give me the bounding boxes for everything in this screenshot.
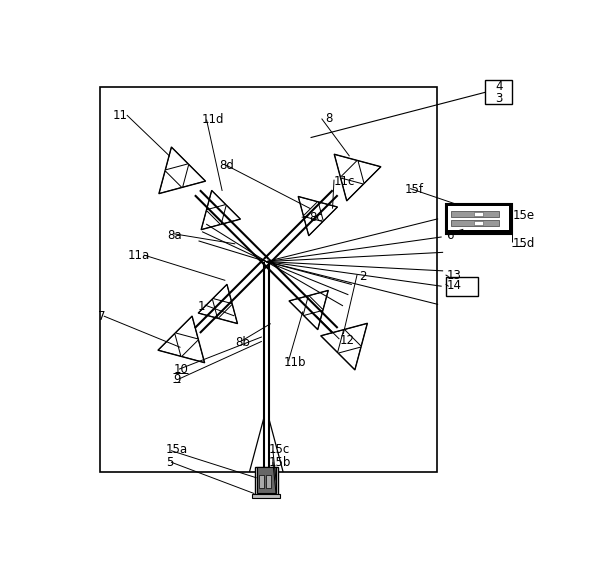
Text: 15b: 15b	[269, 455, 291, 469]
Bar	[259, 474, 264, 488]
Bar	[100, 87, 436, 472]
Text: 13: 13	[447, 269, 461, 282]
Text: 8b: 8b	[235, 336, 250, 349]
Text: 15e: 15e	[513, 209, 535, 221]
Bar	[266, 474, 271, 488]
Text: 15f: 15f	[405, 183, 424, 196]
Text: 8c: 8c	[309, 211, 323, 224]
Bar	[252, 494, 280, 499]
Text: 12: 12	[339, 334, 355, 347]
Text: 11a: 11a	[127, 250, 150, 262]
Bar	[451, 211, 499, 217]
Text: 15a: 15a	[166, 443, 188, 457]
Text: 6: 6	[447, 229, 454, 242]
Text: 14: 14	[447, 279, 461, 293]
Text: 8: 8	[325, 112, 333, 125]
Bar	[486, 80, 512, 105]
Text: 11: 11	[113, 109, 127, 121]
Text: 8d: 8d	[219, 159, 234, 172]
Bar	[257, 467, 276, 493]
Text: 11d: 11d	[201, 113, 224, 126]
Text: 3: 3	[495, 92, 502, 105]
Text: 11c: 11c	[334, 175, 355, 187]
Bar	[451, 220, 499, 226]
Text: 5: 5	[166, 455, 173, 469]
Bar	[445, 204, 512, 233]
Text: 15d: 15d	[513, 237, 535, 250]
Text: 7: 7	[98, 310, 106, 324]
Text: 11b: 11b	[284, 356, 307, 369]
Text: 8a: 8a	[168, 228, 182, 242]
Bar	[474, 221, 483, 225]
Text: 4: 4	[495, 80, 502, 93]
Bar	[474, 212, 483, 216]
Text: 1: 1	[197, 300, 205, 313]
Text: 15c: 15c	[269, 443, 290, 457]
Text: 2: 2	[359, 270, 366, 283]
Text: 9: 9	[173, 373, 181, 386]
Bar	[255, 466, 278, 496]
Bar	[448, 206, 509, 230]
Text: 10: 10	[173, 363, 188, 376]
Bar	[447, 277, 479, 296]
